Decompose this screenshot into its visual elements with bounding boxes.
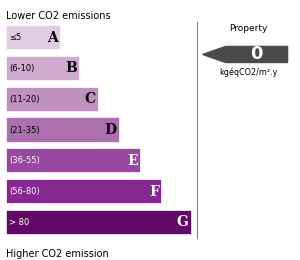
Text: Lower CO2 emissions: Lower CO2 emissions [6,11,111,22]
Text: kgéqCO2/m².y: kgéqCO2/m².y [219,67,278,77]
Text: C: C [85,92,96,106]
Text: A: A [47,30,58,44]
Text: Higher CO2 emission: Higher CO2 emission [6,249,109,259]
Text: (21-35): (21-35) [9,126,40,134]
Bar [6,56,80,81]
Text: D: D [105,123,117,137]
Bar [6,210,192,235]
Text: (11-20): (11-20) [9,95,39,104]
Text: ≤5: ≤5 [9,33,21,42]
Text: B: B [65,61,77,75]
Text: (36-55): (36-55) [9,156,40,165]
Text: G: G [176,216,188,230]
Text: Property: Property [229,24,267,33]
Text: F: F [149,185,159,199]
Text: > 80: > 80 [9,218,29,227]
Text: (6-10): (6-10) [9,64,34,73]
Polygon shape [203,47,288,62]
Bar [6,179,162,204]
Text: (56-80): (56-80) [9,187,40,196]
Bar [6,148,141,173]
Bar [6,87,99,112]
Bar [6,117,120,143]
Text: E: E [127,154,138,168]
Text: 0: 0 [250,46,263,63]
Bar [6,25,61,50]
